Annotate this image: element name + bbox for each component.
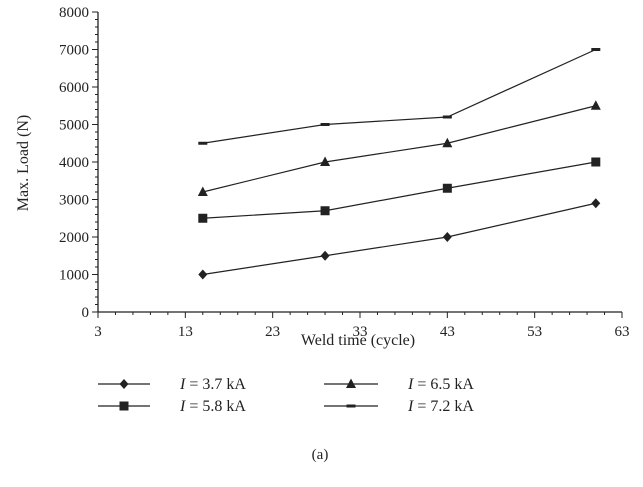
legend-marker-square <box>119 401 129 411</box>
legend-label-variable: I <box>179 376 186 393</box>
data-point-square <box>442 183 452 193</box>
x-tick-label: 13 <box>178 324 193 340</box>
legend-label-value: = 5.8 kA <box>185 398 246 415</box>
data-point-diamond <box>591 198 601 209</box>
data-point-square <box>198 213 208 223</box>
legend-label-variable: I <box>407 376 414 393</box>
x-tick-label: 43 <box>440 324 455 340</box>
axes: 0 1000 2000 3000 4000 5000 6000 7000 8000 3 13 23 33… <box>59 5 630 340</box>
legend-label-variable: I <box>407 398 414 415</box>
x-tick-label: 63 <box>615 324 630 340</box>
legend-marker-diamond <box>119 379 129 389</box>
legend-item-4: I = 7.2 kA <box>324 398 474 415</box>
series-line <box>202 105 596 193</box>
data-point-triangle <box>590 100 601 110</box>
series-4 <box>198 48 601 145</box>
y-tick-label: 5000 <box>59 118 89 134</box>
y-tick-label: 2000 <box>59 230 89 246</box>
data-point-square <box>591 157 601 167</box>
y-axis-title: Max. Load (N) <box>15 115 32 211</box>
legend-marker-dash <box>346 404 356 408</box>
legend-item-3: I = 6.5 kA <box>324 376 474 393</box>
legend-item-2: I = 5.8 kA <box>98 398 246 415</box>
legend-label-value: = 6.5 kA <box>413 376 474 393</box>
series-line <box>202 48 597 144</box>
x-axis-title: Weld time (cycle) <box>301 332 415 349</box>
x-tick-label: 23 <box>265 324 280 340</box>
y-tick-label: 7000 <box>59 43 89 59</box>
legend-label-value: = 7.2 kA <box>413 398 474 415</box>
legend-item-1: I = 3.7 kA <box>98 376 246 393</box>
series-layer <box>197 48 601 280</box>
data-point-dash <box>442 115 452 119</box>
y-tick-label: 4000 <box>59 155 89 171</box>
y-tick-label: 0 <box>82 305 90 321</box>
data-point-diamond <box>442 232 452 242</box>
figure-caption: (a) <box>312 447 329 463</box>
data-point-diamond <box>320 250 330 261</box>
y-tick-label: 1000 <box>59 268 89 284</box>
y-tick-label: 8000 <box>59 5 89 21</box>
series-2 <box>198 157 601 223</box>
legend-label: I = 7.2 kA <box>407 398 474 415</box>
data-point-dash <box>591 48 601 51</box>
series-1 <box>198 198 601 280</box>
series-line <box>202 161 596 219</box>
y-tick-label: 3000 <box>59 193 89 209</box>
data-point-square <box>320 206 330 216</box>
series-3 <box>197 100 601 196</box>
legend: I = 3.7 kAI = 5.8 kAI = 6.5 kAI = 7.2 kA <box>98 376 474 415</box>
legend-label-variable: I <box>179 398 186 415</box>
y-tick-label: 6000 <box>59 80 89 96</box>
data-point-diamond <box>198 269 208 280</box>
x-tick-label: 53 <box>527 324 542 340</box>
legend-label: I = 5.8 kA <box>179 398 246 415</box>
data-point-triangle <box>320 156 331 166</box>
legend-label: I = 3.7 kA <box>179 376 246 393</box>
legend-marker-triangle <box>346 378 356 388</box>
x-tick-label: 33 <box>353 324 368 340</box>
series-line <box>202 202 596 276</box>
data-point-dash <box>198 141 208 145</box>
data-point-dash <box>320 123 330 126</box>
data-point-triangle <box>197 186 208 196</box>
data-point-triangle <box>442 137 453 148</box>
legend-label-value: = 3.7 kA <box>185 376 246 393</box>
x-tick-label: 3 <box>94 324 102 340</box>
legend-label: I = 6.5 kA <box>407 376 474 393</box>
